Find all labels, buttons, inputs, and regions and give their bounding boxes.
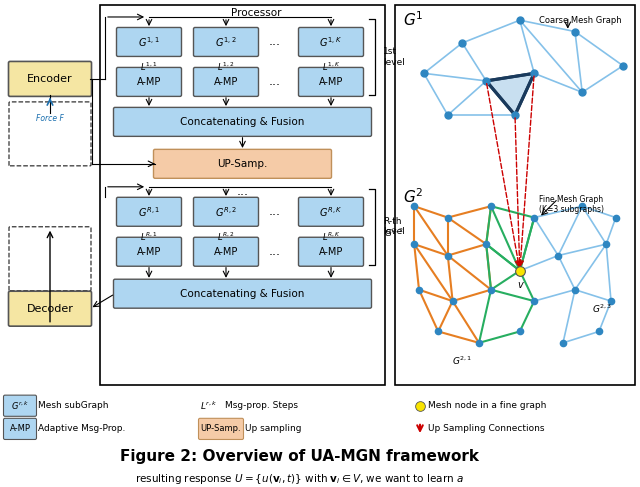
Text: A-MP: A-MP xyxy=(137,77,161,87)
FancyBboxPatch shape xyxy=(3,418,36,439)
Text: Coarse Mesh Graph: Coarse Mesh Graph xyxy=(539,17,621,25)
Bar xyxy=(100,5,385,385)
FancyBboxPatch shape xyxy=(116,197,182,226)
Text: ...: ... xyxy=(269,36,281,49)
FancyBboxPatch shape xyxy=(193,27,259,56)
Text: Encoder: Encoder xyxy=(27,74,73,84)
Text: A-MP: A-MP xyxy=(319,247,343,257)
Text: ...: ... xyxy=(269,245,281,258)
Text: Mesh subGraph: Mesh subGraph xyxy=(38,401,109,410)
Text: ...: ... xyxy=(269,206,281,218)
FancyBboxPatch shape xyxy=(193,67,259,96)
Text: A-MP: A-MP xyxy=(137,247,161,257)
FancyBboxPatch shape xyxy=(113,108,371,136)
FancyBboxPatch shape xyxy=(9,102,91,166)
FancyBboxPatch shape xyxy=(9,227,91,291)
FancyBboxPatch shape xyxy=(116,237,182,266)
Text: $G^{2,1}$: $G^{2,1}$ xyxy=(452,354,472,367)
Text: A-MP: A-MP xyxy=(319,77,343,87)
Text: $G^{r,k}$: $G^{r,k}$ xyxy=(11,399,29,412)
Text: ...: ... xyxy=(269,75,281,89)
Text: Up Sampling Connections: Up Sampling Connections xyxy=(428,424,545,433)
Polygon shape xyxy=(486,74,534,115)
Bar xyxy=(395,5,635,385)
Text: R-th
level: R-th level xyxy=(383,217,405,237)
FancyBboxPatch shape xyxy=(8,291,92,326)
Text: A-MP: A-MP xyxy=(10,424,31,433)
FancyBboxPatch shape xyxy=(298,197,364,226)
FancyBboxPatch shape xyxy=(198,418,243,439)
FancyBboxPatch shape xyxy=(8,61,92,96)
FancyBboxPatch shape xyxy=(193,237,259,266)
Text: Up sampling: Up sampling xyxy=(245,424,301,433)
Text: $L^{R,1}$: $L^{R,1}$ xyxy=(140,230,158,243)
FancyBboxPatch shape xyxy=(193,197,259,226)
Text: A-MP: A-MP xyxy=(214,247,238,257)
Text: $L^{1,1}$: $L^{1,1}$ xyxy=(140,61,157,73)
Text: Processor: Processor xyxy=(232,8,282,18)
Text: $L^{r,k}$: $L^{r,k}$ xyxy=(200,399,218,412)
FancyBboxPatch shape xyxy=(116,67,182,96)
FancyBboxPatch shape xyxy=(298,237,364,266)
Text: Force F: Force F xyxy=(36,114,64,123)
Text: $G^1$: $G^1$ xyxy=(403,10,424,29)
Text: UP-Samp.: UP-Samp. xyxy=(201,424,241,433)
Text: ...: ... xyxy=(237,185,248,198)
Text: Adaptive Msg-Prop.: Adaptive Msg-Prop. xyxy=(38,424,125,433)
Text: Decoder: Decoder xyxy=(27,304,74,314)
FancyBboxPatch shape xyxy=(116,27,182,56)
FancyBboxPatch shape xyxy=(298,27,364,56)
FancyBboxPatch shape xyxy=(3,395,36,416)
Text: $G^{2,3}$: $G^{2,3}$ xyxy=(592,302,612,315)
Text: Mesh node in a fine graph: Mesh node in a fine graph xyxy=(428,401,547,410)
Text: $L^{R,K}$: $L^{R,K}$ xyxy=(322,230,340,243)
Text: Concatenating & Fusion: Concatenating & Fusion xyxy=(180,117,305,127)
Text: UP-Samp.: UP-Samp. xyxy=(218,159,268,169)
Text: Msg-prop. Steps: Msg-prop. Steps xyxy=(225,401,298,410)
Text: $G^2$: $G^2$ xyxy=(403,187,424,206)
Text: A-MP: A-MP xyxy=(214,77,238,87)
Text: $L^{R,2}$: $L^{R,2}$ xyxy=(217,230,235,243)
Text: $G^{R,2}$: $G^{R,2}$ xyxy=(215,205,237,219)
Text: $L^{1,K}$: $L^{1,K}$ xyxy=(322,61,340,73)
FancyBboxPatch shape xyxy=(154,150,332,178)
FancyBboxPatch shape xyxy=(113,279,371,308)
FancyBboxPatch shape xyxy=(298,67,364,96)
Text: $G^{1,K}$: $G^{1,K}$ xyxy=(319,35,342,49)
Text: resulting response $U = \{u\left(\mathbf{v}_i, t\right)\}$ with $\mathbf{v}_i \i: resulting response $U = \{u\left(\mathbf… xyxy=(136,472,465,486)
Text: Figure 2: Overview of UA-MGN framework: Figure 2: Overview of UA-MGN framework xyxy=(120,449,479,464)
Text: 1st
level: 1st level xyxy=(383,47,405,67)
Text: $G^{2,2}$: $G^{2,2}$ xyxy=(384,226,404,239)
Text: Concatenating & Fusion: Concatenating & Fusion xyxy=(180,289,305,299)
Text: $G^{1,1}$: $G^{1,1}$ xyxy=(138,35,160,49)
Text: v: v xyxy=(517,280,523,290)
Text: $G^{R,K}$: $G^{R,K}$ xyxy=(319,205,343,219)
Text: Fine Mesh Graph
(K=3 subgraphs): Fine Mesh Graph (K=3 subgraphs) xyxy=(539,195,604,214)
Text: $G^{R,1}$: $G^{R,1}$ xyxy=(138,205,160,219)
Text: $G^{1,2}$: $G^{1,2}$ xyxy=(215,35,237,49)
Text: $L^{1,2}$: $L^{1,2}$ xyxy=(218,61,235,73)
